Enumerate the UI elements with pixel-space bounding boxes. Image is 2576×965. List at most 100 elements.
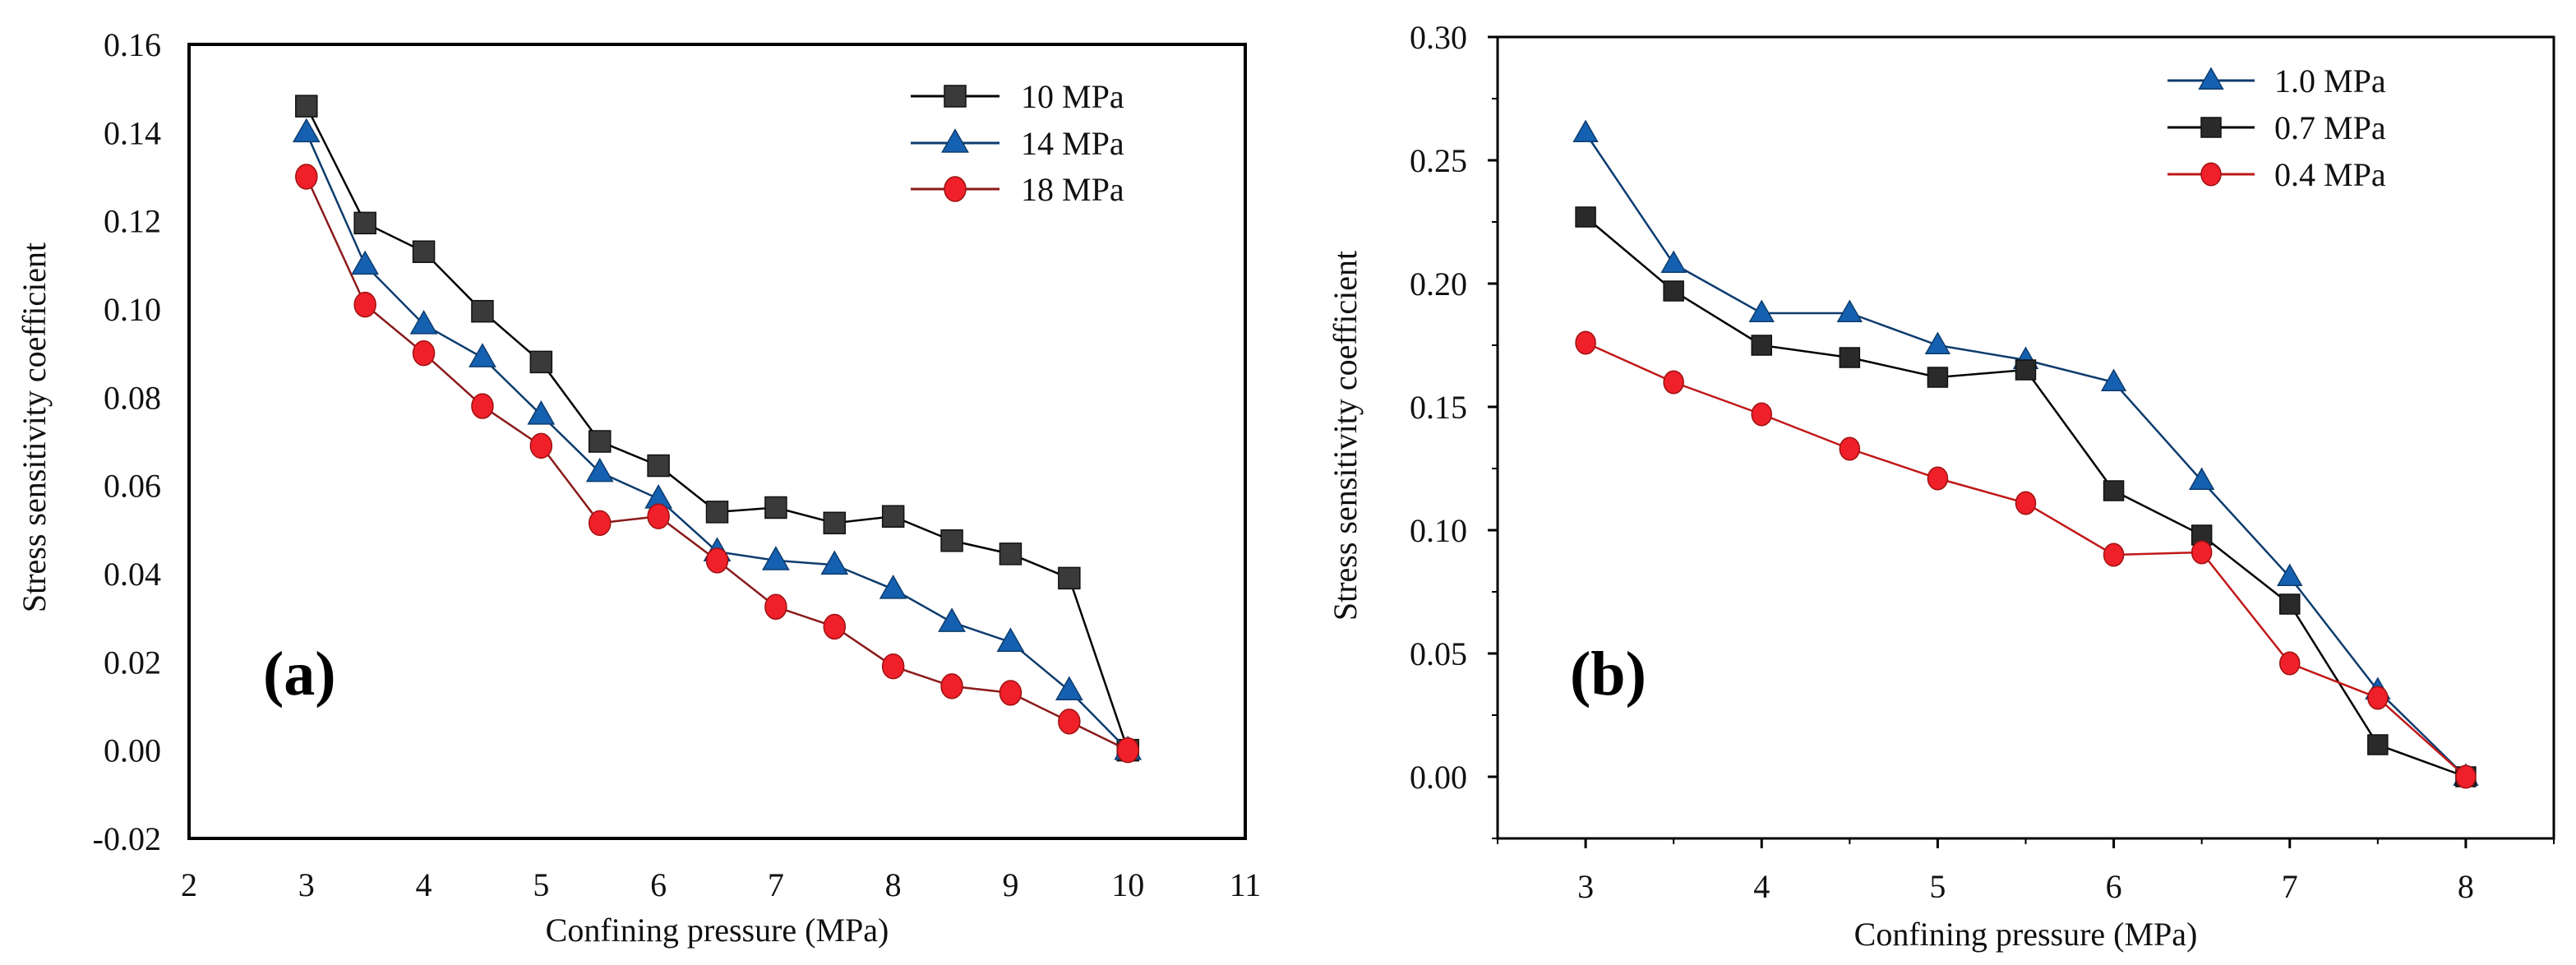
- data-point: [2191, 524, 2213, 546]
- data-point: [1055, 676, 1083, 701]
- y-tick-label: 0.05: [1410, 635, 1467, 672]
- legend-marker: [944, 85, 967, 108]
- y-axis-label: Stress sensitivity coefficient: [1327, 251, 1364, 621]
- data-point: [585, 457, 614, 482]
- data-point: [1058, 566, 1081, 590]
- data-point: [823, 613, 847, 640]
- series-line: [305, 105, 1129, 751]
- data-point: [1927, 367, 1949, 388]
- data-point: [705, 501, 729, 524]
- data-point: [529, 432, 553, 459]
- y-tick-label: 0.10: [104, 291, 161, 328]
- x-axis-label: Confining pressure (MPa): [1854, 916, 2198, 953]
- data-point: [764, 496, 787, 519]
- data-point: [471, 393, 494, 419]
- x-tick-label: 10: [1111, 866, 1144, 903]
- x-tick-label: 6: [650, 866, 667, 903]
- data-point: [761, 546, 790, 570]
- data-point: [527, 400, 556, 425]
- plot-frame: [1496, 35, 2555, 840]
- plot-frame: [187, 43, 1247, 840]
- y-tick-label: 0.20: [1410, 265, 1467, 302]
- data-point: [292, 118, 321, 143]
- x-tick-label: 3: [298, 866, 315, 903]
- data-point: [2015, 359, 2037, 381]
- legend-marker: [944, 176, 967, 202]
- panel-label: (a): [263, 639, 336, 709]
- data-point: [764, 593, 787, 620]
- data-point: [2188, 467, 2215, 490]
- legend-label: 0.7 MPa: [2274, 109, 2386, 146]
- y-tick-label: 0.06: [104, 468, 161, 505]
- legend-marker: [2200, 162, 2222, 187]
- data-point: [879, 575, 907, 599]
- legend-marker: [941, 128, 969, 153]
- data-point: [1839, 347, 1861, 368]
- y-tick-label: 0.02: [104, 644, 161, 681]
- y-axis-label: Stress sensitivity coefficient: [16, 242, 53, 612]
- data-point: [471, 299, 494, 323]
- y-tick-label: -0.02: [93, 820, 161, 857]
- data-point: [2279, 593, 2301, 615]
- data-point: [1839, 436, 1861, 461]
- x-tick-label: 8: [2458, 868, 2474, 905]
- data-point: [2367, 686, 2389, 710]
- x-tick-label: 7: [2282, 868, 2298, 905]
- data-point: [940, 529, 963, 552]
- data-point: [2277, 563, 2303, 586]
- legend-label: 18 MPa: [1021, 171, 1124, 208]
- data-point: [1751, 335, 1772, 356]
- data-point: [1924, 331, 1951, 354]
- data-point: [823, 511, 847, 535]
- x-axis-label: Confining pressure (MPa): [546, 912, 889, 949]
- data-point: [2103, 480, 2125, 501]
- data-point: [1663, 370, 1684, 395]
- data-point: [295, 164, 318, 190]
- data-point: [999, 680, 1023, 706]
- data-point: [938, 607, 966, 632]
- x-tick-label: 5: [1929, 868, 1946, 905]
- chart-panel-a: -0.02 0.00 0.02 0.04 0.06 0.08 0.10 0.12 0.14 0.1…: [16, 26, 1261, 949]
- x-tick-label: 2: [181, 866, 197, 903]
- data-point: [999, 543, 1023, 566]
- data-point: [2100, 368, 2127, 391]
- x-tick-label: 9: [1002, 866, 1018, 903]
- y-tick-label: 0.16: [104, 26, 161, 63]
- panel-label: (b): [1570, 639, 1646, 709]
- data-point: [647, 454, 670, 478]
- series-10-mpa: [295, 95, 1139, 762]
- data-point: [412, 240, 436, 263]
- x-tick-label: 11: [1230, 866, 1262, 903]
- y-tick-label: 0.25: [1410, 142, 1467, 179]
- x-tick-label: 4: [416, 866, 432, 903]
- x-tick-label: 6: [2106, 868, 2122, 905]
- y-tick-label: 0.14: [104, 114, 161, 151]
- legend-marker: [2200, 117, 2222, 138]
- y-tick-label: 0.00: [104, 732, 161, 769]
- data-point: [353, 211, 376, 235]
- x-tick-label: 4: [1753, 868, 1770, 905]
- data-point: [1575, 330, 1596, 355]
- series-line: [1585, 341, 2467, 778]
- legend-label: 0.4 MPa: [2274, 156, 2386, 193]
- series-18-mpa: [295, 164, 1139, 764]
- legend-marker: [2198, 67, 2224, 90]
- x-tick-label: 3: [1577, 868, 1594, 905]
- data-point: [2279, 651, 2301, 676]
- y-tick-label: 0.04: [104, 556, 161, 593]
- data-point: [1927, 466, 1949, 491]
- data-point: [295, 95, 318, 118]
- data-point: [469, 343, 496, 367]
- legend-label: 14 MPa: [1021, 125, 1124, 162]
- data-point: [1748, 299, 1775, 322]
- data-point: [1572, 119, 1599, 142]
- data-point: [1660, 250, 1687, 273]
- data-point: [820, 550, 849, 575]
- x-tick-label: 7: [768, 866, 784, 903]
- data-point: [1751, 402, 1772, 427]
- legend-label: 1.0 MPa: [2274, 62, 2386, 99]
- data-point: [647, 503, 670, 529]
- data-point: [1116, 736, 1139, 764]
- data-point: [2191, 540, 2213, 565]
- y-tick-label: 0.30: [1410, 19, 1467, 56]
